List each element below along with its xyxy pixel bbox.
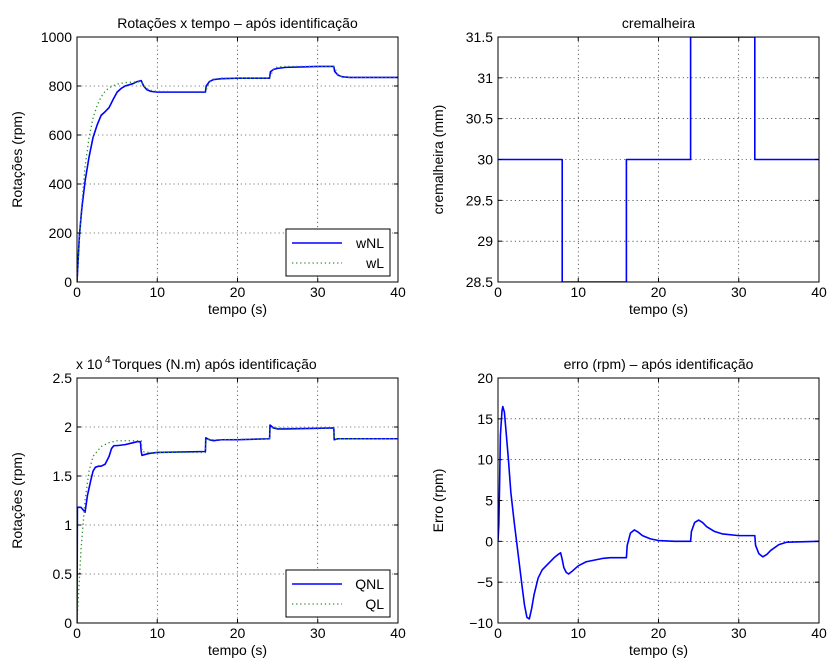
x-axis-label: tempo (s) <box>208 301 267 317</box>
x-tick-label: 10 <box>149 284 165 300</box>
chart-title: cremalheira <box>622 15 695 31</box>
y-tick-label: 2.5 <box>53 370 73 386</box>
y-tick-label: 1.5 <box>53 468 73 484</box>
y-tick-label: 20 <box>477 370 493 386</box>
x-tick-label: 0 <box>73 625 81 641</box>
y-tick-label: 30 <box>477 152 493 168</box>
series-line-wNL <box>77 65 398 282</box>
y-axis-label: Erro (rpm) <box>430 469 446 533</box>
y-axis-label: Rotações (rpm) <box>9 452 25 548</box>
x-tick-label: 30 <box>731 625 747 641</box>
legend-box <box>285 569 391 618</box>
series-line-wL <box>77 65 398 282</box>
y-tick-label: 29 <box>477 233 493 249</box>
legend: wNL wL <box>285 228 391 277</box>
y-tick-label: −5 <box>477 574 493 590</box>
y-tick-label: 1 <box>64 517 72 533</box>
y-tick-label: 5 <box>485 493 493 509</box>
y-tick-label: 200 <box>49 225 73 241</box>
y-axis-label: Rotações (rpm) <box>9 111 25 207</box>
subplot-2: 0 10 20 30 40 28.5 29 29.5 30 30.5 31 31.5 cremalhei… <box>430 15 827 317</box>
y-tick-label: 29.5 <box>466 192 493 208</box>
chart-title: erro (rpm) – após identificação <box>564 356 754 372</box>
y-tick-label: 400 <box>49 176 73 192</box>
x-tick-label: 30 <box>310 284 326 300</box>
x-tick-label: 20 <box>230 284 246 300</box>
x-tick-label: 30 <box>310 625 326 641</box>
x-tick-label: 0 <box>494 284 502 300</box>
x-tick-label: 10 <box>570 284 586 300</box>
y-tick-label: 0 <box>64 615 72 631</box>
x-tick-label: 0 <box>494 625 502 641</box>
x-tick-label: 20 <box>230 625 246 641</box>
y-tick-label: 0 <box>485 533 493 549</box>
x-tick-label: 30 <box>731 284 747 300</box>
legend-label-wL: wL <box>365 255 384 271</box>
y-tick-label: 600 <box>49 127 73 143</box>
x-axis-label: tempo (s) <box>208 642 267 658</box>
x-tick-label: 20 <box>651 625 667 641</box>
x-axis-label: tempo (s) <box>629 301 688 317</box>
y-tick-label: 15 <box>477 411 493 427</box>
subplot-4: 0 10 20 30 40 −10 −5 0 5 10 15 20 erro (rpm) – após … <box>430 356 827 658</box>
series-line-s1 <box>498 37 819 282</box>
legend: QNL QL <box>285 569 391 618</box>
legend-box <box>285 228 391 277</box>
x-tick-label: 40 <box>390 284 406 300</box>
y-axis-label: cremalheira (mm) <box>430 105 446 215</box>
series-line-QNL <box>77 424 398 623</box>
y-tick-label: 0 <box>64 274 72 290</box>
x-tick-label: 10 <box>570 625 586 641</box>
y-tick-label: 0.5 <box>53 566 73 582</box>
chart-title: Torques (N.m) após identificação <box>112 356 317 372</box>
y-tick-label: 28.5 <box>466 274 493 290</box>
x-axis-label: tempo (s) <box>629 642 688 658</box>
legend-label-QNL: QNL <box>355 576 384 592</box>
legend-label-wNL: wNL <box>355 235 384 251</box>
series-line-s1 <box>498 405 819 620</box>
x-tick-label: 40 <box>390 625 406 641</box>
subplot-3: 0 10 20 30 40 0 0.5 1 1.5 2 2.5x 10 4 Torques (N.m) … <box>9 355 406 658</box>
chart-title: Rotações x tempo – após identificação <box>117 15 358 31</box>
y-tick-label: 31 <box>477 70 493 86</box>
x-tick-label: 10 <box>149 625 165 641</box>
axis-exponent-label: x 10 <box>76 356 103 372</box>
x-tick-label: 0 <box>73 284 81 300</box>
y-tick-label: 800 <box>49 78 73 94</box>
y-tick-label: 1000 <box>41 29 72 45</box>
x-tick-label: 40 <box>811 284 827 300</box>
legend-label-QL: QL <box>365 596 384 612</box>
axis-exponent-power: 4 <box>105 355 111 366</box>
x-tick-label: 40 <box>811 625 827 641</box>
y-tick-label: −10 <box>469 615 493 631</box>
y-tick-label: 31.5 <box>466 29 493 45</box>
y-tick-label: 2 <box>64 419 72 435</box>
x-tick-label: 20 <box>651 284 667 300</box>
y-tick-label: 30.5 <box>466 111 493 127</box>
y-tick-label: 10 <box>477 452 493 468</box>
